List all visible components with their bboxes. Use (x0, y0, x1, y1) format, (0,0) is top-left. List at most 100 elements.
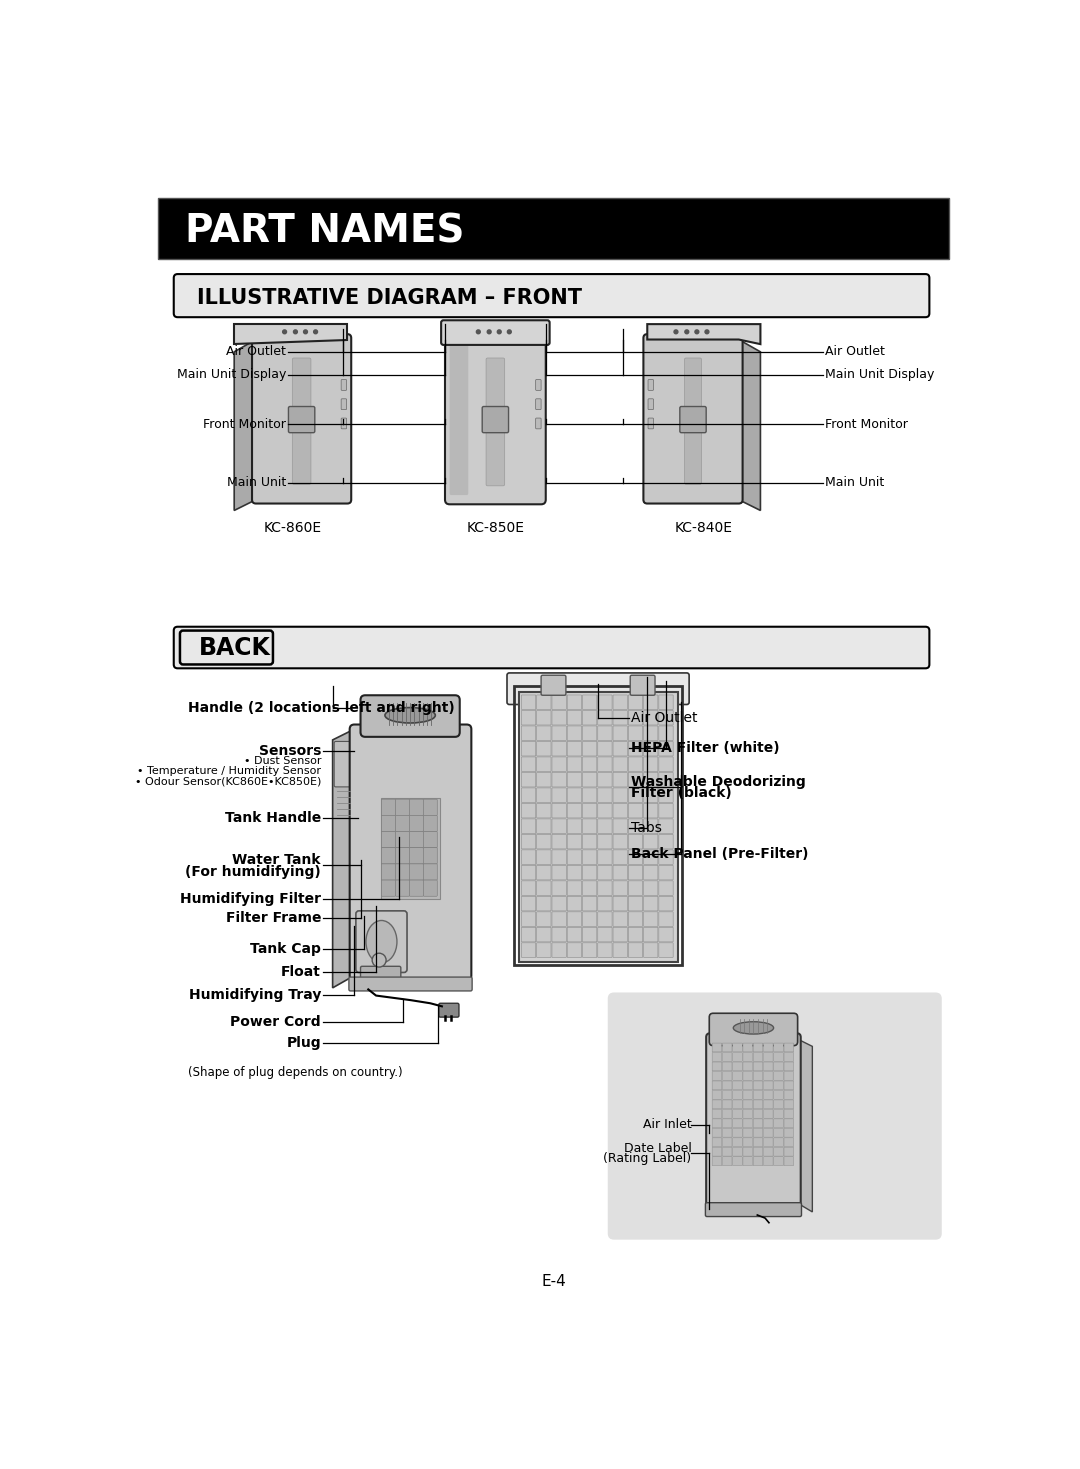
FancyBboxPatch shape (732, 1071, 742, 1080)
Text: Sensors: Sensors (258, 743, 321, 758)
FancyBboxPatch shape (381, 848, 395, 864)
Text: Water Tank: Water Tank (232, 853, 321, 867)
FancyBboxPatch shape (613, 787, 627, 802)
Circle shape (476, 331, 481, 333)
FancyBboxPatch shape (537, 851, 551, 864)
FancyBboxPatch shape (597, 851, 612, 864)
FancyBboxPatch shape (381, 799, 395, 815)
FancyBboxPatch shape (712, 1090, 721, 1099)
FancyBboxPatch shape (644, 943, 658, 958)
FancyBboxPatch shape (582, 881, 597, 896)
FancyBboxPatch shape (629, 742, 643, 757)
FancyBboxPatch shape (552, 865, 566, 880)
FancyBboxPatch shape (537, 818, 551, 833)
FancyBboxPatch shape (723, 1138, 732, 1147)
FancyBboxPatch shape (608, 993, 942, 1240)
FancyBboxPatch shape (753, 1138, 762, 1147)
FancyBboxPatch shape (784, 1138, 794, 1147)
FancyBboxPatch shape (597, 943, 612, 958)
FancyBboxPatch shape (423, 799, 437, 815)
FancyBboxPatch shape (613, 773, 627, 787)
FancyBboxPatch shape (784, 1043, 794, 1052)
FancyBboxPatch shape (743, 1100, 753, 1109)
FancyBboxPatch shape (552, 881, 566, 896)
FancyBboxPatch shape (582, 912, 597, 927)
FancyBboxPatch shape (685, 358, 702, 485)
FancyBboxPatch shape (784, 1100, 794, 1109)
FancyBboxPatch shape (629, 834, 643, 849)
FancyBboxPatch shape (764, 1156, 773, 1165)
FancyBboxPatch shape (567, 787, 581, 802)
FancyBboxPatch shape (773, 1081, 783, 1090)
FancyBboxPatch shape (582, 896, 597, 911)
Polygon shape (234, 325, 348, 344)
FancyBboxPatch shape (764, 1043, 773, 1052)
FancyBboxPatch shape (423, 831, 437, 848)
FancyBboxPatch shape (582, 927, 597, 942)
FancyBboxPatch shape (537, 787, 551, 802)
Text: (Shape of plug depends on country.): (Shape of plug depends on country.) (188, 1066, 403, 1080)
FancyBboxPatch shape (537, 927, 551, 942)
FancyBboxPatch shape (597, 804, 612, 818)
FancyBboxPatch shape (522, 927, 536, 942)
FancyBboxPatch shape (552, 896, 566, 911)
FancyBboxPatch shape (423, 815, 437, 831)
Text: Tabs: Tabs (631, 821, 662, 834)
FancyBboxPatch shape (644, 695, 658, 710)
FancyBboxPatch shape (613, 912, 627, 927)
Text: Air Outlet: Air Outlet (825, 345, 885, 358)
FancyBboxPatch shape (773, 1138, 783, 1147)
FancyBboxPatch shape (541, 676, 566, 695)
FancyBboxPatch shape (552, 818, 566, 833)
Polygon shape (739, 339, 760, 510)
FancyBboxPatch shape (706, 1033, 800, 1206)
FancyBboxPatch shape (629, 881, 643, 896)
FancyBboxPatch shape (631, 676, 656, 695)
FancyBboxPatch shape (518, 692, 677, 962)
FancyBboxPatch shape (659, 896, 673, 911)
FancyBboxPatch shape (597, 896, 612, 911)
FancyBboxPatch shape (567, 851, 581, 864)
FancyBboxPatch shape (679, 407, 706, 433)
FancyBboxPatch shape (629, 757, 643, 771)
FancyBboxPatch shape (507, 673, 689, 705)
FancyBboxPatch shape (613, 927, 627, 942)
FancyBboxPatch shape (522, 881, 536, 896)
Text: KC-860E: KC-860E (264, 521, 322, 535)
FancyBboxPatch shape (567, 865, 581, 880)
FancyBboxPatch shape (552, 711, 566, 726)
FancyBboxPatch shape (723, 1128, 732, 1137)
FancyBboxPatch shape (644, 787, 658, 802)
FancyBboxPatch shape (659, 865, 673, 880)
FancyBboxPatch shape (648, 419, 653, 429)
FancyBboxPatch shape (764, 1119, 773, 1128)
Text: Power Cord: Power Cord (230, 1015, 321, 1028)
FancyBboxPatch shape (743, 1119, 753, 1128)
FancyBboxPatch shape (712, 1043, 721, 1052)
Text: PART NAMES: PART NAMES (186, 213, 464, 251)
FancyBboxPatch shape (361, 967, 401, 983)
FancyBboxPatch shape (723, 1156, 732, 1165)
FancyBboxPatch shape (552, 695, 566, 710)
FancyBboxPatch shape (764, 1109, 773, 1118)
FancyBboxPatch shape (753, 1156, 762, 1165)
FancyBboxPatch shape (753, 1119, 762, 1128)
FancyBboxPatch shape (784, 1109, 794, 1118)
FancyBboxPatch shape (712, 1119, 721, 1128)
FancyBboxPatch shape (659, 881, 673, 896)
FancyBboxPatch shape (567, 726, 581, 740)
FancyBboxPatch shape (537, 695, 551, 710)
FancyBboxPatch shape (723, 1071, 732, 1080)
FancyBboxPatch shape (613, 943, 627, 958)
Circle shape (373, 953, 387, 967)
FancyBboxPatch shape (764, 1138, 773, 1147)
Text: (Rating Label): (Rating Label) (604, 1152, 691, 1165)
FancyBboxPatch shape (644, 818, 658, 833)
FancyBboxPatch shape (764, 1100, 773, 1109)
FancyBboxPatch shape (438, 1003, 459, 1017)
FancyBboxPatch shape (522, 787, 536, 802)
FancyBboxPatch shape (552, 773, 566, 787)
FancyBboxPatch shape (522, 726, 536, 740)
FancyBboxPatch shape (732, 1147, 742, 1156)
Text: Main Unit Display: Main Unit Display (177, 369, 286, 382)
